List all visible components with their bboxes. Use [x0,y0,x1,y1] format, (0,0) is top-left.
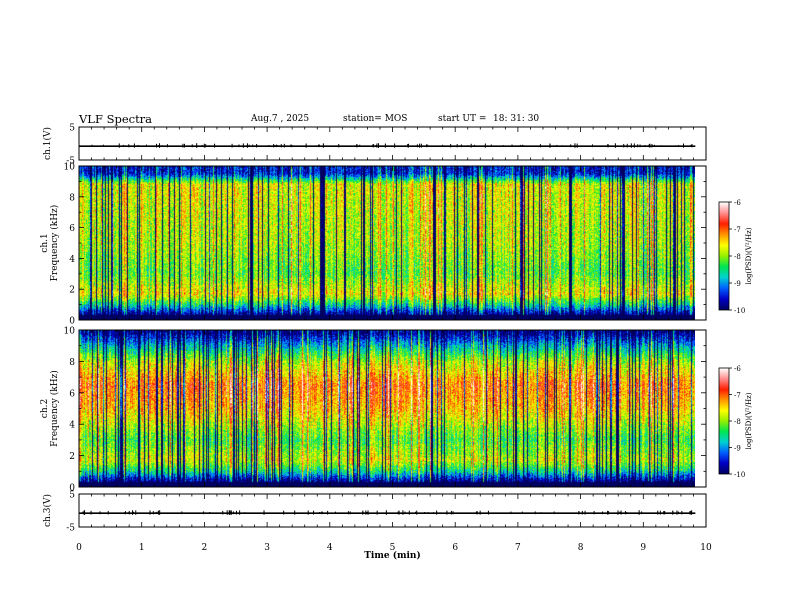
colorbar-tick-label: -9 [734,445,741,453]
x-tick-label: 2 [202,543,208,553]
y-tick-label: -5 [66,157,75,167]
colorbar-ch1 [719,202,729,310]
x-tick-label: 1 [139,543,145,553]
x-tick-label: 0 [76,543,82,553]
colorbar-tick-label: -6 [734,199,741,207]
y-axis-label-frequency-3: Frequency (kHz) [49,370,60,447]
colorbar-tick-label: -7 [734,226,741,234]
x-tick-label: 9 [640,543,646,553]
x-tick-label: 3 [264,543,270,553]
spectrogram-ch1 [79,166,695,320]
header-start-label: start UT = [438,114,487,124]
y-axis-label-4: ch.3(V) [42,494,53,527]
y-tick-label: 0 [69,317,75,327]
y-tick-label: 4 [69,255,75,265]
x-tick-label: 4 [327,543,333,553]
colorbar-tick-label: -8 [734,253,741,261]
x-tick-label: 5 [390,543,396,553]
colorbar-tick-label: -8 [734,418,741,426]
colorbar-tick-label: -10 [734,307,745,315]
colorbar-tick-label: -7 [734,392,741,400]
y-tick-label: 5 [69,491,75,501]
y-tick-label: 2 [69,286,75,296]
y-tick-label: -5 [66,524,75,534]
y-tick-label: 10 [64,163,76,173]
header-start-time: 18: 31: 30 [493,114,540,124]
y-tick-label: 0 [69,484,75,494]
y-tick-label: 4 [69,421,75,431]
header-station: station= MOS [343,114,408,124]
x-tick-label: 8 [578,543,584,553]
x-axis-label: Time (min) [364,550,421,561]
y-tick-label: 6 [69,389,75,399]
colorbar-label: log(PSD)(V²/Hz) [745,392,753,449]
header-title: VLF Spectra [79,112,153,126]
header-date: Aug.7 , 2025 [251,114,310,124]
y-tick-label: 8 [69,358,75,368]
y-tick-label: 6 [69,224,75,234]
y-tick-label: 5 [69,124,75,134]
y-axis-label-channel-3: ch.2 [40,399,50,418]
x-tick-label: 10 [700,543,712,553]
colorbar-tick-label: -9 [734,280,741,288]
y-tick-label: 8 [69,193,75,203]
x-tick-label: 7 [515,543,521,553]
colorbar-tick-label: -10 [734,471,745,479]
colorbar-ch2 [719,368,729,474]
x-tick-label: 6 [452,543,458,553]
y-tick-label: 10 [64,327,76,337]
y-axis-label-channel-2: ch.1 [40,233,50,252]
y-axis-label-frequency-2: Frequency (kHz) [49,205,60,282]
y-axis-label-1: ch.1(V) [42,127,53,160]
colorbar-tick-label: -6 [734,365,741,373]
colorbar-label: log(PSD)(V²/Hz) [745,227,753,284]
spectrogram-ch2 [79,330,695,487]
y-tick-label: 2 [69,452,75,462]
